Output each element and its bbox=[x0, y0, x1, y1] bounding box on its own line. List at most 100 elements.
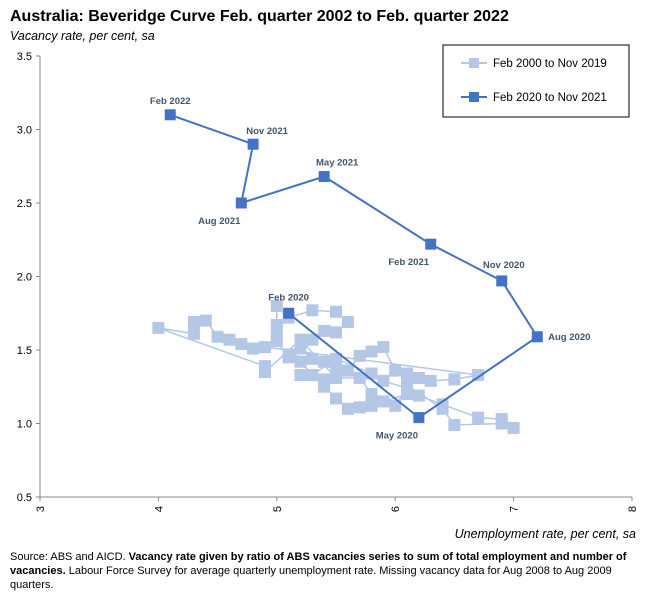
data-point bbox=[448, 373, 461, 386]
data-label: May 2020 bbox=[376, 431, 418, 442]
data-point bbox=[270, 319, 283, 332]
data-point bbox=[199, 314, 212, 327]
y-tick-label: 3.5 bbox=[17, 51, 32, 63]
data-point bbox=[223, 333, 236, 346]
data-label: Aug 2021 bbox=[198, 216, 241, 227]
chart-title: Australia: Beveridge Curve Feb. quarter … bbox=[10, 8, 509, 25]
data-point bbox=[365, 399, 378, 412]
x-tick-label: 4 bbox=[153, 506, 165, 512]
data-point bbox=[365, 388, 378, 401]
data-point bbox=[187, 327, 200, 340]
legend-label: Feb 2020 to Nov 2021 bbox=[493, 92, 607, 104]
data-point bbox=[330, 371, 342, 384]
data-point bbox=[365, 367, 378, 380]
y-tick-label: 2.0 bbox=[17, 272, 32, 284]
data-point bbox=[330, 352, 342, 365]
data-point bbox=[389, 399, 402, 412]
data-point bbox=[425, 238, 437, 250]
data-point bbox=[294, 333, 307, 346]
data-label: Feb 2021 bbox=[388, 257, 429, 268]
data-point bbox=[531, 331, 543, 343]
source-note-bold: Vacancy rate given by ratio of ABS vacan… bbox=[10, 551, 627, 577]
data-point bbox=[211, 330, 224, 343]
source-note: Source: ABS and AICD. Vacancy rate given… bbox=[10, 550, 630, 592]
y-tick-label: 0.5 bbox=[17, 492, 32, 504]
data-point bbox=[318, 171, 330, 183]
data-point bbox=[187, 316, 200, 329]
data-label: Feb 2022 bbox=[150, 96, 191, 107]
data-point bbox=[306, 333, 319, 346]
axes: 0.5 1.0 1.5 2.0 2.5 3.0 3.5 3 4 5 6 7 8 bbox=[17, 51, 639, 512]
data-point bbox=[306, 368, 319, 381]
x-tick-label: 3 bbox=[35, 506, 47, 512]
data-label: Feb 2020 bbox=[268, 292, 309, 303]
data-point bbox=[235, 197, 247, 209]
data-point bbox=[318, 355, 331, 368]
data-point bbox=[353, 349, 366, 362]
x-axis-title: Unemployment rate, per cent, sa bbox=[454, 527, 636, 541]
data-point bbox=[507, 421, 520, 434]
data-point bbox=[294, 368, 307, 381]
y-tick-label: 1.0 bbox=[17, 419, 32, 431]
data-point bbox=[235, 338, 248, 351]
data-point bbox=[412, 371, 425, 384]
data-point bbox=[152, 321, 165, 334]
data-point bbox=[318, 324, 331, 337]
data-point bbox=[164, 109, 176, 121]
data-point bbox=[318, 373, 331, 386]
data-point bbox=[341, 364, 354, 377]
data-point bbox=[353, 401, 366, 414]
data-point bbox=[365, 345, 378, 358]
data-point bbox=[330, 326, 342, 339]
data-point bbox=[247, 342, 260, 355]
data-point bbox=[472, 368, 485, 381]
data-point bbox=[270, 299, 283, 312]
data-point bbox=[258, 341, 271, 354]
data-point bbox=[413, 412, 425, 424]
legend-marker bbox=[469, 58, 479, 68]
data-point bbox=[353, 371, 366, 384]
data-point bbox=[306, 304, 319, 317]
legend-label: Feb 2000 to Nov 2019 bbox=[493, 58, 607, 70]
series-layer bbox=[152, 109, 543, 434]
data-label: Nov 2021 bbox=[246, 126, 288, 137]
x-tick-label: 5 bbox=[272, 506, 284, 512]
source-note-prefix: Source: ABS and AICD. bbox=[10, 551, 129, 563]
data-point bbox=[283, 307, 295, 319]
data-point bbox=[282, 348, 295, 361]
y-tick-label: 3.0 bbox=[17, 125, 32, 137]
data-point bbox=[377, 395, 390, 408]
data-point bbox=[330, 392, 342, 405]
x-tick-label: 7 bbox=[509, 506, 521, 512]
data-point bbox=[258, 366, 271, 379]
legend-box bbox=[442, 44, 630, 118]
data-point bbox=[496, 275, 508, 287]
data-point bbox=[436, 398, 449, 411]
data-point bbox=[401, 382, 414, 395]
data-point bbox=[389, 364, 402, 377]
data-point bbox=[495, 413, 508, 426]
data-point bbox=[247, 138, 259, 150]
data-point bbox=[341, 316, 354, 329]
data-point bbox=[401, 367, 414, 380]
data-point bbox=[377, 374, 390, 387]
data-point bbox=[424, 374, 437, 387]
data-point bbox=[448, 418, 461, 431]
data-point bbox=[412, 389, 425, 402]
data-point bbox=[472, 411, 485, 424]
data-label: Nov 2020 bbox=[483, 260, 525, 271]
legend-marker bbox=[469, 92, 479, 102]
data-label: Aug 2020 bbox=[548, 332, 590, 343]
data-point bbox=[341, 402, 354, 415]
legend: Feb 2000 to Nov 2019 Feb 2020 to Nov 2021 bbox=[442, 44, 630, 118]
x-tick-label: 8 bbox=[627, 506, 639, 512]
data-point bbox=[294, 355, 307, 368]
data-label: May 2021 bbox=[316, 158, 359, 169]
y-axis-title: Vacancy rate, per cent, sa bbox=[10, 29, 155, 43]
data-point bbox=[330, 305, 342, 318]
data-point bbox=[306, 352, 319, 365]
data-point bbox=[377, 341, 390, 354]
source-note-suffix: Labour Force Survey for average quarterl… bbox=[10, 565, 612, 591]
x-tick-label: 6 bbox=[390, 506, 402, 512]
